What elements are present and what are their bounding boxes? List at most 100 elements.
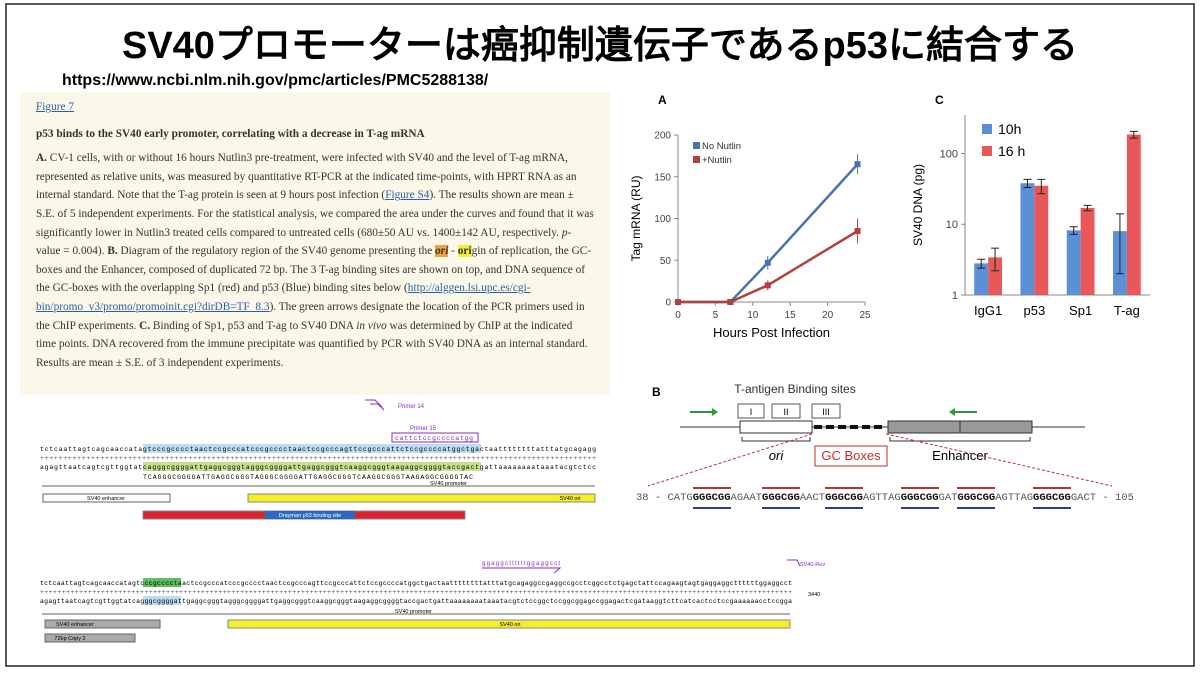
error-bar <box>991 247 1000 272</box>
bar <box>1066 230 1081 295</box>
dna-bottom: agagttaatcagtcgttggtatcagggcggggattgaggc… <box>40 464 596 471</box>
y-tick-label: 50 <box>660 256 672 267</box>
marker <box>764 259 771 266</box>
sequence-run: GGGCGG <box>957 487 996 509</box>
caption-body: A. CV-1 cells, with or without 16 hours … <box>36 149 594 372</box>
dna-ruler: ++++++++++++++++++++++++++++++++++++++++… <box>40 589 792 596</box>
run: - <box>448 245 458 258</box>
ori-box <box>739 420 813 434</box>
sequence-run: AGTTAG <box>995 492 1034 504</box>
marker <box>764 282 771 289</box>
gc-sequence: 38 - CATGGGGCGGAGAATGGGCGGAACTGGGCGGAGTT… <box>636 487 1134 509</box>
zoom-line <box>647 433 813 487</box>
highlight <box>143 578 181 587</box>
marker <box>727 299 734 305</box>
feature-bar <box>227 619 791 629</box>
figure-link[interactable]: Figure 7 <box>36 101 74 113</box>
legend-marker <box>982 124 992 134</box>
bar <box>1080 207 1095 295</box>
run: ). The green arrows designate the locati… <box>36 300 585 332</box>
sequence-run: AGTTAG <box>862 492 901 504</box>
dna-ruler: ++++++++++++++++++++++++++++++++++++++++… <box>40 455 596 462</box>
bracket <box>889 437 1031 442</box>
y-tick-label: 10 <box>946 219 958 231</box>
figure-caption: Figure 7 p53 binds to the SV40 early pro… <box>20 92 610 395</box>
sequence-run: GGGCGG <box>762 487 800 509</box>
y-tick-label: 100 <box>654 214 671 225</box>
source-url: https://www.ncbi.nlm.nih.gov/pmc/article… <box>62 72 489 89</box>
site-label: II <box>783 407 788 417</box>
x-tick-label: IgG1 <box>974 303 1002 318</box>
x-axis-title: Hours Post Infection <box>713 325 830 340</box>
run: Binding of Sp1, p53 and T-ag to SV40 DNA <box>150 319 357 332</box>
legend-label: +Nutlin <box>702 155 732 166</box>
ori-label: ori <box>769 448 785 463</box>
error-bar <box>1069 226 1078 235</box>
bar <box>1020 183 1035 295</box>
feature-label: SV40 ori <box>559 496 580 502</box>
dna-bottom: agagttaatcagtcgttggtatcagggcggggattgaggc… <box>40 598 792 605</box>
caption-heading: p53 binds to the SV40 early promoter, co… <box>36 127 425 140</box>
primer-arrow <box>712 408 718 416</box>
slide-frame <box>5 3 1195 667</box>
legend-label: 10h <box>998 121 1021 137</box>
site-label: III <box>822 407 830 417</box>
run: in vivo <box>356 319 387 332</box>
legend-marker <box>693 142 700 149</box>
highlight <box>143 596 181 605</box>
site-label: I <box>750 407 753 417</box>
primer-arrow <box>482 559 801 574</box>
x-tick-label: 10 <box>747 310 759 321</box>
sequence-run: GGGCGG <box>900 487 939 509</box>
site-box <box>737 403 765 419</box>
run: gin of replication, the GC-boxes and the… <box>36 245 592 295</box>
sites-title: T-antigen Binding sites <box>734 382 855 396</box>
dna-top: tctcaattagtcagcaaccatagtcccgcccctaactccg… <box>40 580 792 587</box>
x-tick-label: 20 <box>822 310 834 321</box>
feature-label: SV40 promoter <box>430 481 467 487</box>
link[interactable]: Figure S4 <box>385 189 430 202</box>
run: CV-1 cells, with or without 16 hours Nut… <box>36 152 577 202</box>
primer-label: Primer 14 <box>398 404 425 410</box>
y-tick-label: 1 <box>952 290 958 302</box>
primer-label: SV40-Rev <box>800 562 825 568</box>
run: was determined by ChIP at the indicated … <box>36 319 588 369</box>
x-tick-label: T-ag <box>1114 303 1140 318</box>
sequence-run: AACT <box>799 492 826 504</box>
run: -value = 0.004). <box>36 226 572 258</box>
error-bar <box>1129 130 1138 139</box>
primer-seq: ggaggcttttttggaggcct <box>482 561 560 567</box>
dna-translation: TCAGGGCGGGGATTGAGGCGGGTAGGGCGGGGATTGAGGC… <box>143 474 473 481</box>
position-label: 3440 <box>808 592 820 598</box>
primer-seq: cattctccgccccatgg <box>395 435 473 442</box>
feature-bar <box>247 493 596 503</box>
run: ori <box>435 245 449 258</box>
slide-title: SV40プロモーターは癌抑制遺伝子であるp53に結合する <box>121 25 1079 67</box>
bar <box>1034 185 1049 295</box>
error-bar <box>977 258 986 269</box>
run: C. <box>139 319 151 332</box>
feature-bar <box>42 493 171 503</box>
x-tick-label: Sp1 <box>1069 303 1092 318</box>
error-bar <box>1037 178 1046 195</box>
link[interactable]: http://alggen.lsi.upc.es/cgi-bin/promo_v… <box>36 282 531 313</box>
site-box <box>811 403 841 419</box>
sequence-run: GACT - 105 <box>1070 492 1134 504</box>
zoom-line <box>885 433 1113 487</box>
run: A. <box>36 152 47 165</box>
feature-bar <box>44 633 136 643</box>
x-tick-label: p53 <box>1024 303 1046 318</box>
y-axis-title: Tag mRNA (RU) <box>629 175 643 261</box>
feature-label: Drayman p53 binding site <box>279 513 341 519</box>
run: Diagram of the regulatory region of the … <box>117 245 436 258</box>
x-tick-label: 5 <box>713 310 719 321</box>
gc-label-box <box>814 445 888 467</box>
primer-label: Primer 15 <box>410 426 437 432</box>
run: ). The results shown are mean ± S.E. of … <box>36 189 594 239</box>
primer-box <box>391 432 479 443</box>
bar <box>988 257 1002 295</box>
marker <box>854 228 861 235</box>
feature-label-bg <box>265 511 355 519</box>
